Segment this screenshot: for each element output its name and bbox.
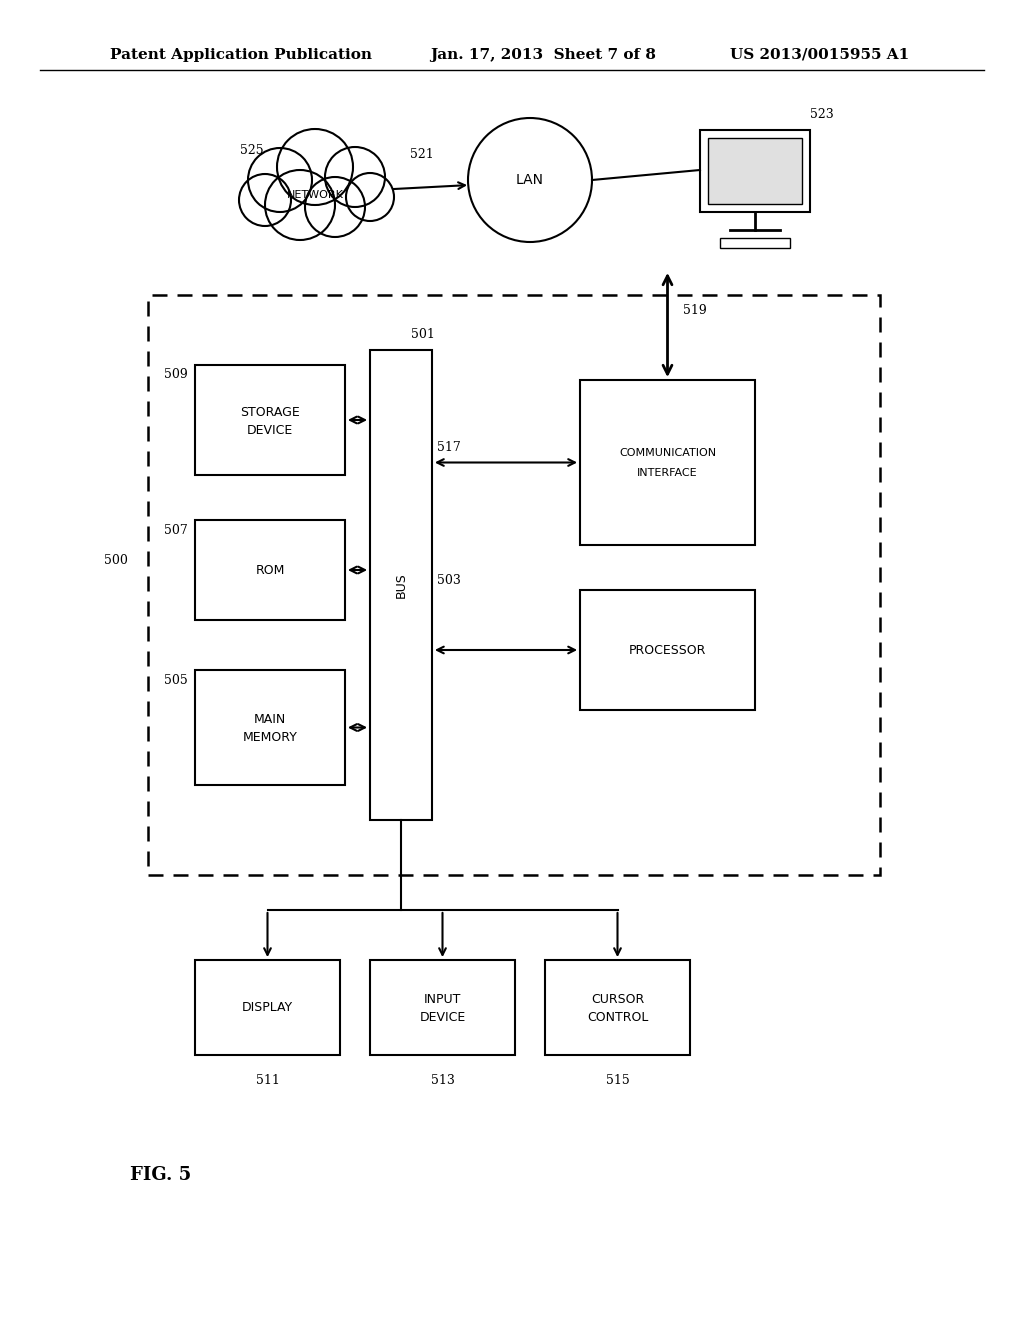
Circle shape xyxy=(278,129,353,205)
Bar xyxy=(148,294,880,875)
Text: MAIN: MAIN xyxy=(254,713,286,726)
Text: BUS: BUS xyxy=(394,572,408,598)
Bar xyxy=(580,590,755,710)
Text: US 2013/0015955 A1: US 2013/0015955 A1 xyxy=(730,48,909,62)
Text: 507: 507 xyxy=(164,524,188,536)
Text: CONTROL: CONTROL xyxy=(587,1011,648,1024)
Text: 523: 523 xyxy=(810,108,834,121)
Bar xyxy=(195,671,345,785)
Text: INTERFACE: INTERFACE xyxy=(637,467,697,478)
Text: ROM: ROM xyxy=(255,564,285,577)
Text: 505: 505 xyxy=(164,673,188,686)
Text: 511: 511 xyxy=(256,1073,280,1086)
Text: COMMUNICATION: COMMUNICATION xyxy=(618,447,716,458)
Bar xyxy=(545,960,690,1055)
Circle shape xyxy=(468,117,592,242)
Bar xyxy=(195,960,340,1055)
Text: NETWORK: NETWORK xyxy=(287,190,343,201)
Text: DISPLAY: DISPLAY xyxy=(242,1001,293,1014)
Circle shape xyxy=(265,170,335,240)
Text: 515: 515 xyxy=(605,1073,630,1086)
Bar xyxy=(195,366,345,475)
Text: 503: 503 xyxy=(437,573,461,586)
Circle shape xyxy=(325,147,385,207)
Text: MEMORY: MEMORY xyxy=(243,731,297,744)
Bar xyxy=(370,960,515,1055)
Bar xyxy=(580,380,755,545)
Text: PROCESSOR: PROCESSOR xyxy=(629,644,707,656)
Text: 500: 500 xyxy=(104,553,128,566)
Text: STORAGE: STORAGE xyxy=(240,405,300,418)
Text: Jan. 17, 2013  Sheet 7 of 8: Jan. 17, 2013 Sheet 7 of 8 xyxy=(430,48,656,62)
Text: Patent Application Publication: Patent Application Publication xyxy=(110,48,372,62)
Text: FIG. 5: FIG. 5 xyxy=(130,1166,191,1184)
Text: CURSOR: CURSOR xyxy=(591,993,644,1006)
Text: 513: 513 xyxy=(430,1073,455,1086)
Circle shape xyxy=(239,174,291,226)
Text: 519: 519 xyxy=(683,304,707,317)
Bar xyxy=(700,129,810,213)
Text: 525: 525 xyxy=(240,144,263,157)
Text: 521: 521 xyxy=(410,149,433,161)
Text: DEVICE: DEVICE xyxy=(420,1011,466,1024)
Text: 501: 501 xyxy=(411,329,435,342)
Circle shape xyxy=(346,173,394,220)
Text: 517: 517 xyxy=(437,441,461,454)
Bar xyxy=(370,350,432,820)
Bar xyxy=(195,520,345,620)
Circle shape xyxy=(305,177,365,238)
Bar xyxy=(708,139,802,205)
Circle shape xyxy=(248,148,312,213)
Text: LAN: LAN xyxy=(516,173,544,187)
Text: DEVICE: DEVICE xyxy=(247,424,293,437)
Text: INPUT: INPUT xyxy=(424,993,461,1006)
Text: 509: 509 xyxy=(164,368,188,381)
Bar xyxy=(720,238,790,248)
